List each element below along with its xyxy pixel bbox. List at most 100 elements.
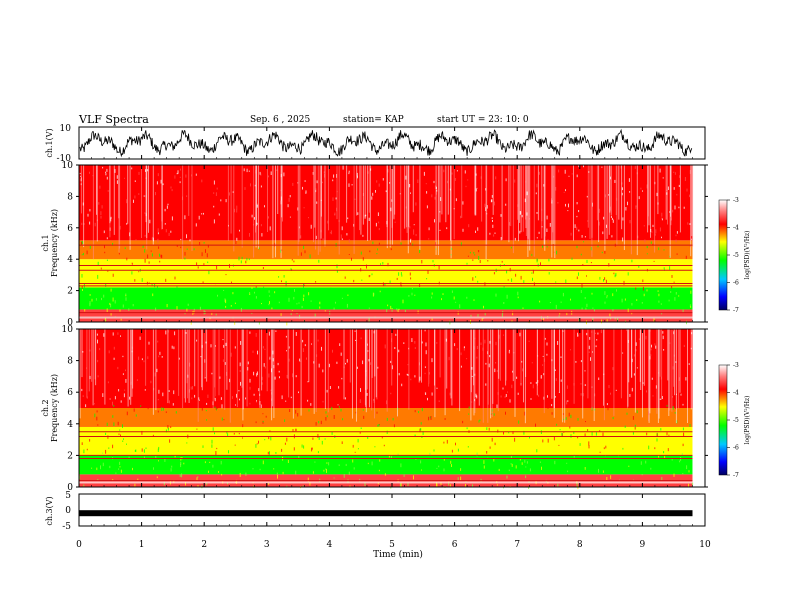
spectrogram-streak xyxy=(412,165,414,213)
spectrogram-streak xyxy=(226,329,228,390)
spectrogram-speckle xyxy=(549,223,551,227)
spectrogram-speckle xyxy=(576,226,578,230)
spectrogram-speckle xyxy=(427,270,429,274)
spectrogram-speckle xyxy=(269,356,271,359)
spectrogram-speckle xyxy=(284,419,286,422)
spectrogram-streak xyxy=(523,329,524,403)
spectrogram-streak xyxy=(582,329,584,419)
spectrogram-speckle xyxy=(524,198,526,203)
spectrogram-speckle xyxy=(563,431,565,433)
spectrogram-speckle xyxy=(124,389,126,391)
spectrogram-speckle xyxy=(488,427,490,431)
spectrogram-streak xyxy=(444,329,446,416)
spectrogram-speckle xyxy=(658,293,660,297)
spectrogram-streak xyxy=(131,329,133,397)
spectrogram-speckle xyxy=(135,239,137,241)
spectrogram-speckle xyxy=(158,446,160,450)
spectrogram-speckle xyxy=(223,344,225,348)
spectrogram-speckle xyxy=(483,305,484,309)
spectrogram-speckle xyxy=(434,219,435,223)
spectrogram-speckle xyxy=(443,441,445,444)
spectrogram-speckle xyxy=(373,398,374,401)
spectrogram-streak xyxy=(544,165,546,237)
spectrogram-speckle xyxy=(661,236,662,239)
spectrogram-speckle xyxy=(691,238,693,240)
ch1-voltage-ylabel: ch.1(V) xyxy=(45,128,54,157)
spectrogram-speckle xyxy=(307,381,309,383)
spectrogram-speckle xyxy=(609,206,611,211)
spectrogram-streak xyxy=(439,329,441,378)
spectrogram-speckle xyxy=(122,304,124,308)
spectrogram-speckle xyxy=(468,406,470,409)
spectrogram-speckle xyxy=(201,213,203,215)
spectrogram-speckle xyxy=(579,443,581,446)
spectrogram-speckle xyxy=(318,363,320,368)
spectrogram-streak xyxy=(543,329,545,414)
spectrogram-streak xyxy=(573,165,574,241)
spectrogram-speckle xyxy=(184,251,186,256)
spectrogram-speckle xyxy=(642,190,643,192)
spectrogram-speckle xyxy=(255,286,257,288)
spectrogram-speckle xyxy=(348,170,350,173)
spectrogram-speckle xyxy=(494,201,495,206)
spectrogram-speckle xyxy=(685,255,687,259)
spectrogram-speckle xyxy=(352,444,354,448)
spectrogram-speckle xyxy=(428,383,430,387)
spectrogram-speckle xyxy=(478,420,480,423)
spectrogram-streak xyxy=(408,329,410,410)
spectrogram-speckle xyxy=(485,362,487,365)
spectrogram-speckle xyxy=(333,477,335,479)
spectrogram-speckle xyxy=(360,251,362,255)
spectrogram-speckle xyxy=(287,204,289,208)
spectrogram-speckle xyxy=(546,342,548,346)
spectrogram-speckle xyxy=(366,393,368,396)
spectrogram-streak xyxy=(292,329,294,419)
spectrogram-speckle xyxy=(268,303,270,306)
spectrogram-speckle xyxy=(475,230,476,233)
spectrogram-speckle xyxy=(390,486,392,489)
spectrogram-speckle xyxy=(271,307,273,310)
spectrogram-streak xyxy=(598,165,600,243)
spectrogram-speckle xyxy=(662,177,664,179)
spectrogram-speckle xyxy=(355,339,357,341)
spectrogram-speckle xyxy=(381,436,383,439)
spectrogram-speckle xyxy=(124,177,125,179)
spectrogram-speckle xyxy=(679,175,681,178)
spectrogram-speckle xyxy=(671,285,673,289)
spectrogram-speckle xyxy=(514,437,516,442)
spectrogram-speckle xyxy=(89,375,91,380)
spectrogram-speckle xyxy=(91,467,93,469)
spectrogram-speckle xyxy=(577,486,579,490)
spectrogram-band-4 xyxy=(79,329,693,408)
spectrogram-speckle xyxy=(189,239,191,242)
spectrogram-speckle xyxy=(606,477,608,481)
spectrogram-speckle xyxy=(642,382,644,384)
spectrogram-speckle xyxy=(265,415,267,418)
spectrogram-speckle xyxy=(79,178,81,182)
spectrogram-speckle xyxy=(112,297,114,302)
spectrogram-streak xyxy=(188,165,190,216)
spectrogram-speckle xyxy=(89,221,91,225)
spectrogram-speckle xyxy=(675,407,677,410)
spectrogram-streak xyxy=(152,329,154,415)
spectrogram-speckle xyxy=(607,407,609,411)
spectrogram-speckle xyxy=(240,341,242,345)
ch3-ytick-mid: 0 xyxy=(65,506,71,516)
spectrogram-streak xyxy=(91,329,93,382)
ytick-label: 2 xyxy=(67,287,73,297)
spectrogram-speckle xyxy=(100,465,101,470)
spectrogram-streak xyxy=(368,165,370,213)
spectrogram-speckle xyxy=(190,321,192,325)
spectrogram-speckle xyxy=(159,351,161,355)
spectrogram-streak xyxy=(650,165,651,238)
spectrogram-speckle xyxy=(112,332,114,336)
spectrogram-speckle xyxy=(316,201,318,204)
spectrogram-speckle xyxy=(510,463,512,465)
spectrogram-speckle xyxy=(659,168,661,173)
spectrogram-speckle xyxy=(383,444,385,447)
spectrogram-speckle xyxy=(598,208,600,213)
spectrogram-speckle xyxy=(686,188,688,192)
spectrogram-speckle xyxy=(413,475,414,480)
spectrogram-speckle xyxy=(216,447,218,450)
spectrogram-speckle xyxy=(362,257,364,261)
